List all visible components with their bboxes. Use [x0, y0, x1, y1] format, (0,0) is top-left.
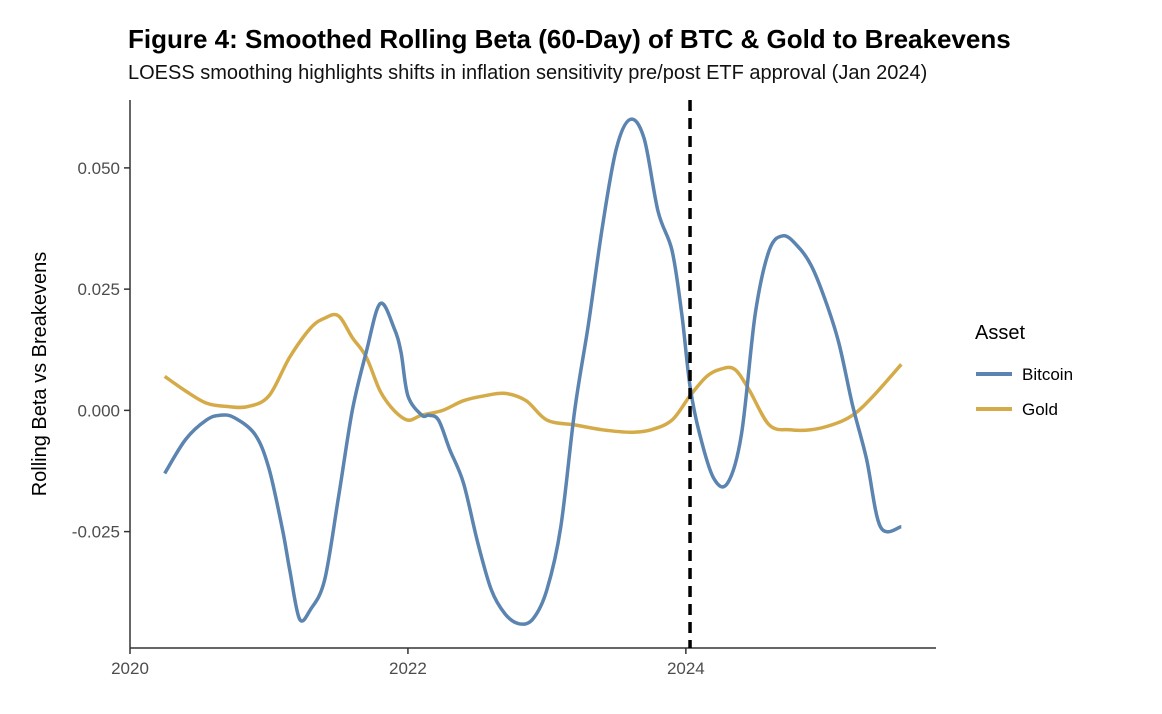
y-tick-label: -0.025 [72, 523, 120, 542]
y-axis-title: Rolling Beta vs Breakevens [29, 252, 51, 497]
x-axis-ticks: 2020 2022 2024 [111, 648, 705, 678]
series-line-bitcoin [163, 117, 902, 626]
x-tick-label: 2024 [667, 659, 705, 678]
legend-title: Asset [975, 322, 1025, 344]
legend-label-gold: Gold [1022, 400, 1058, 419]
x-tick-label: 2022 [389, 659, 427, 678]
y-tick-label: 0.025 [77, 280, 120, 299]
x-tick-label: 2020 [111, 659, 149, 678]
y-axis-ticks: -0.025 0.000 0.025 0.050 [72, 159, 130, 542]
axes: -0.025 0.000 0.025 0.050 2020 2022 2024 [72, 100, 936, 678]
chart-title: Figure 4: Smoothed Rolling Beta (60-Day)… [128, 24, 1011, 54]
legend-label-bitcoin: Bitcoin [1022, 365, 1073, 384]
legend: Asset Bitcoin Gold [975, 322, 1073, 419]
legend-items: Bitcoin Gold [976, 365, 1073, 419]
chart-subtitle: LOESS smoothing highlights shifts in inf… [128, 62, 928, 84]
series-layer [163, 117, 903, 626]
series-line-gold [163, 312, 903, 434]
y-tick-label: 0.050 [77, 159, 120, 178]
y-tick-label: 0.000 [77, 401, 120, 420]
